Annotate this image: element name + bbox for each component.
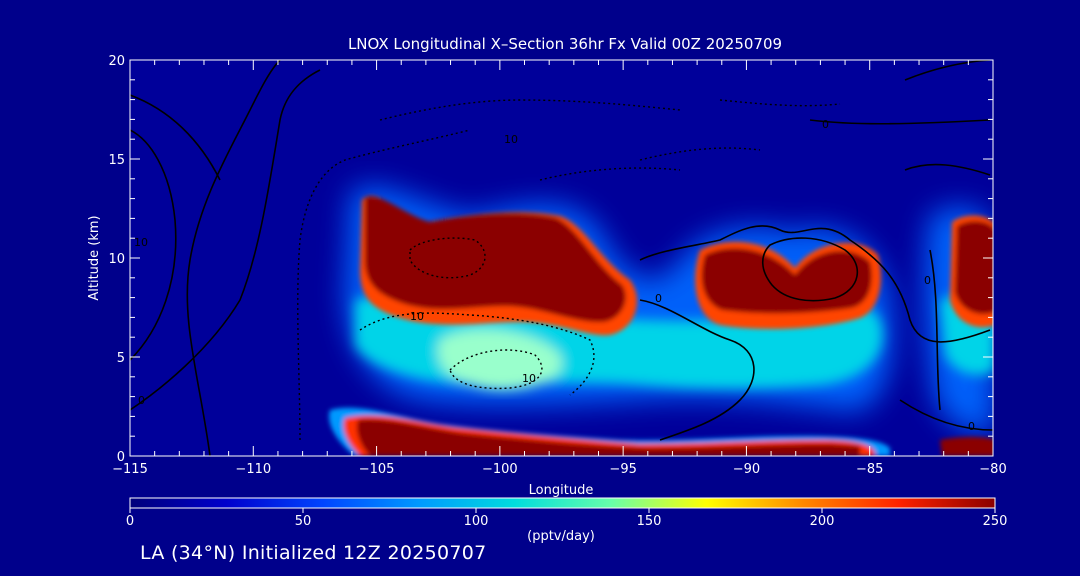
x-tick-label: −90 [733,462,760,477]
contour-label: 10 [504,133,518,146]
x-tick-label: −80 [979,462,1006,477]
colorbar-tick-label: 100 [464,514,489,529]
initialization-annotation: LA (34°N) Initialized 12Z 20250707 [140,542,487,564]
contour-line-dotted [639,99,841,161]
contour-line-dotted [409,237,486,279]
x-tick-label: −110 [235,462,271,477]
contour-label: 0 [924,274,931,287]
contour-line [130,69,321,411]
colorbar-tick-label: 50 [295,514,312,529]
colorbar-units: (pptv/day) [527,529,595,544]
y-axis-label: Altitude (km) [87,215,102,300]
colorbar-ticks: 0 50 100 150 200 250 [126,508,1008,529]
x-tick-label: −100 [482,462,518,477]
contour-line [639,225,991,343]
contour-line-dotted [297,129,471,441]
colorbar-tick-label: 0 [126,514,134,529]
y-tick-label: 20 [108,54,125,69]
contour-line [130,94,221,181]
contour-line [761,237,859,302]
contours [130,60,993,456]
x-tick-label: −95 [609,462,636,477]
y-tick-label: 15 [108,153,125,168]
y-tick-label: 10 [108,252,125,267]
x-tick-label: −105 [359,462,395,477]
colorbar-tick-label: 250 [983,514,1008,529]
x-tick-label: −115 [112,462,148,477]
colorbar-tick-label: 150 [637,514,662,529]
contour-line [639,299,755,441]
colorbar: 0 50 100 150 200 250 (pptv/day) [126,497,1008,544]
contour-line-dotted [359,312,595,396]
x-axis: −115 −110 −105 −100 −95 −90 −85 −80 [112,60,1007,477]
colorbar-tick-label: 200 [810,514,835,529]
x-axis-label: Longitude [529,483,594,498]
heatmap-field [329,186,993,456]
y-axis: 0 5 10 15 20 [108,54,993,465]
contour-line [899,163,993,431]
contour-label: 10 [410,310,424,323]
x-tick-label: −85 [856,462,883,477]
contour-line [809,60,991,125]
contour-line-dotted [449,349,543,390]
contour-label: 0 [138,394,145,407]
plot-area: 10 10 10 0 0 0 0 0 10 [130,60,993,456]
contour-line-dotted [379,99,681,181]
field-core [329,195,993,456]
y-tick-label: 5 [117,351,125,366]
contour-label: 0 [655,292,662,305]
contour-label: 10 [134,236,148,249]
colorbar-gradient [129,497,996,509]
contour-label: 0 [968,420,975,433]
contour-label: 0 [822,118,829,131]
contour-line [130,129,177,361]
contour-line [186,60,281,456]
chart-title: LNOX Longitudinal X–Section 36hr Fx Vali… [348,35,782,53]
contour-line [929,249,941,411]
contour-labels: 10 10 10 0 0 0 0 0 10 [134,118,975,433]
contour-label: 10 [522,372,536,385]
y-tick-label: 0 [117,450,125,465]
